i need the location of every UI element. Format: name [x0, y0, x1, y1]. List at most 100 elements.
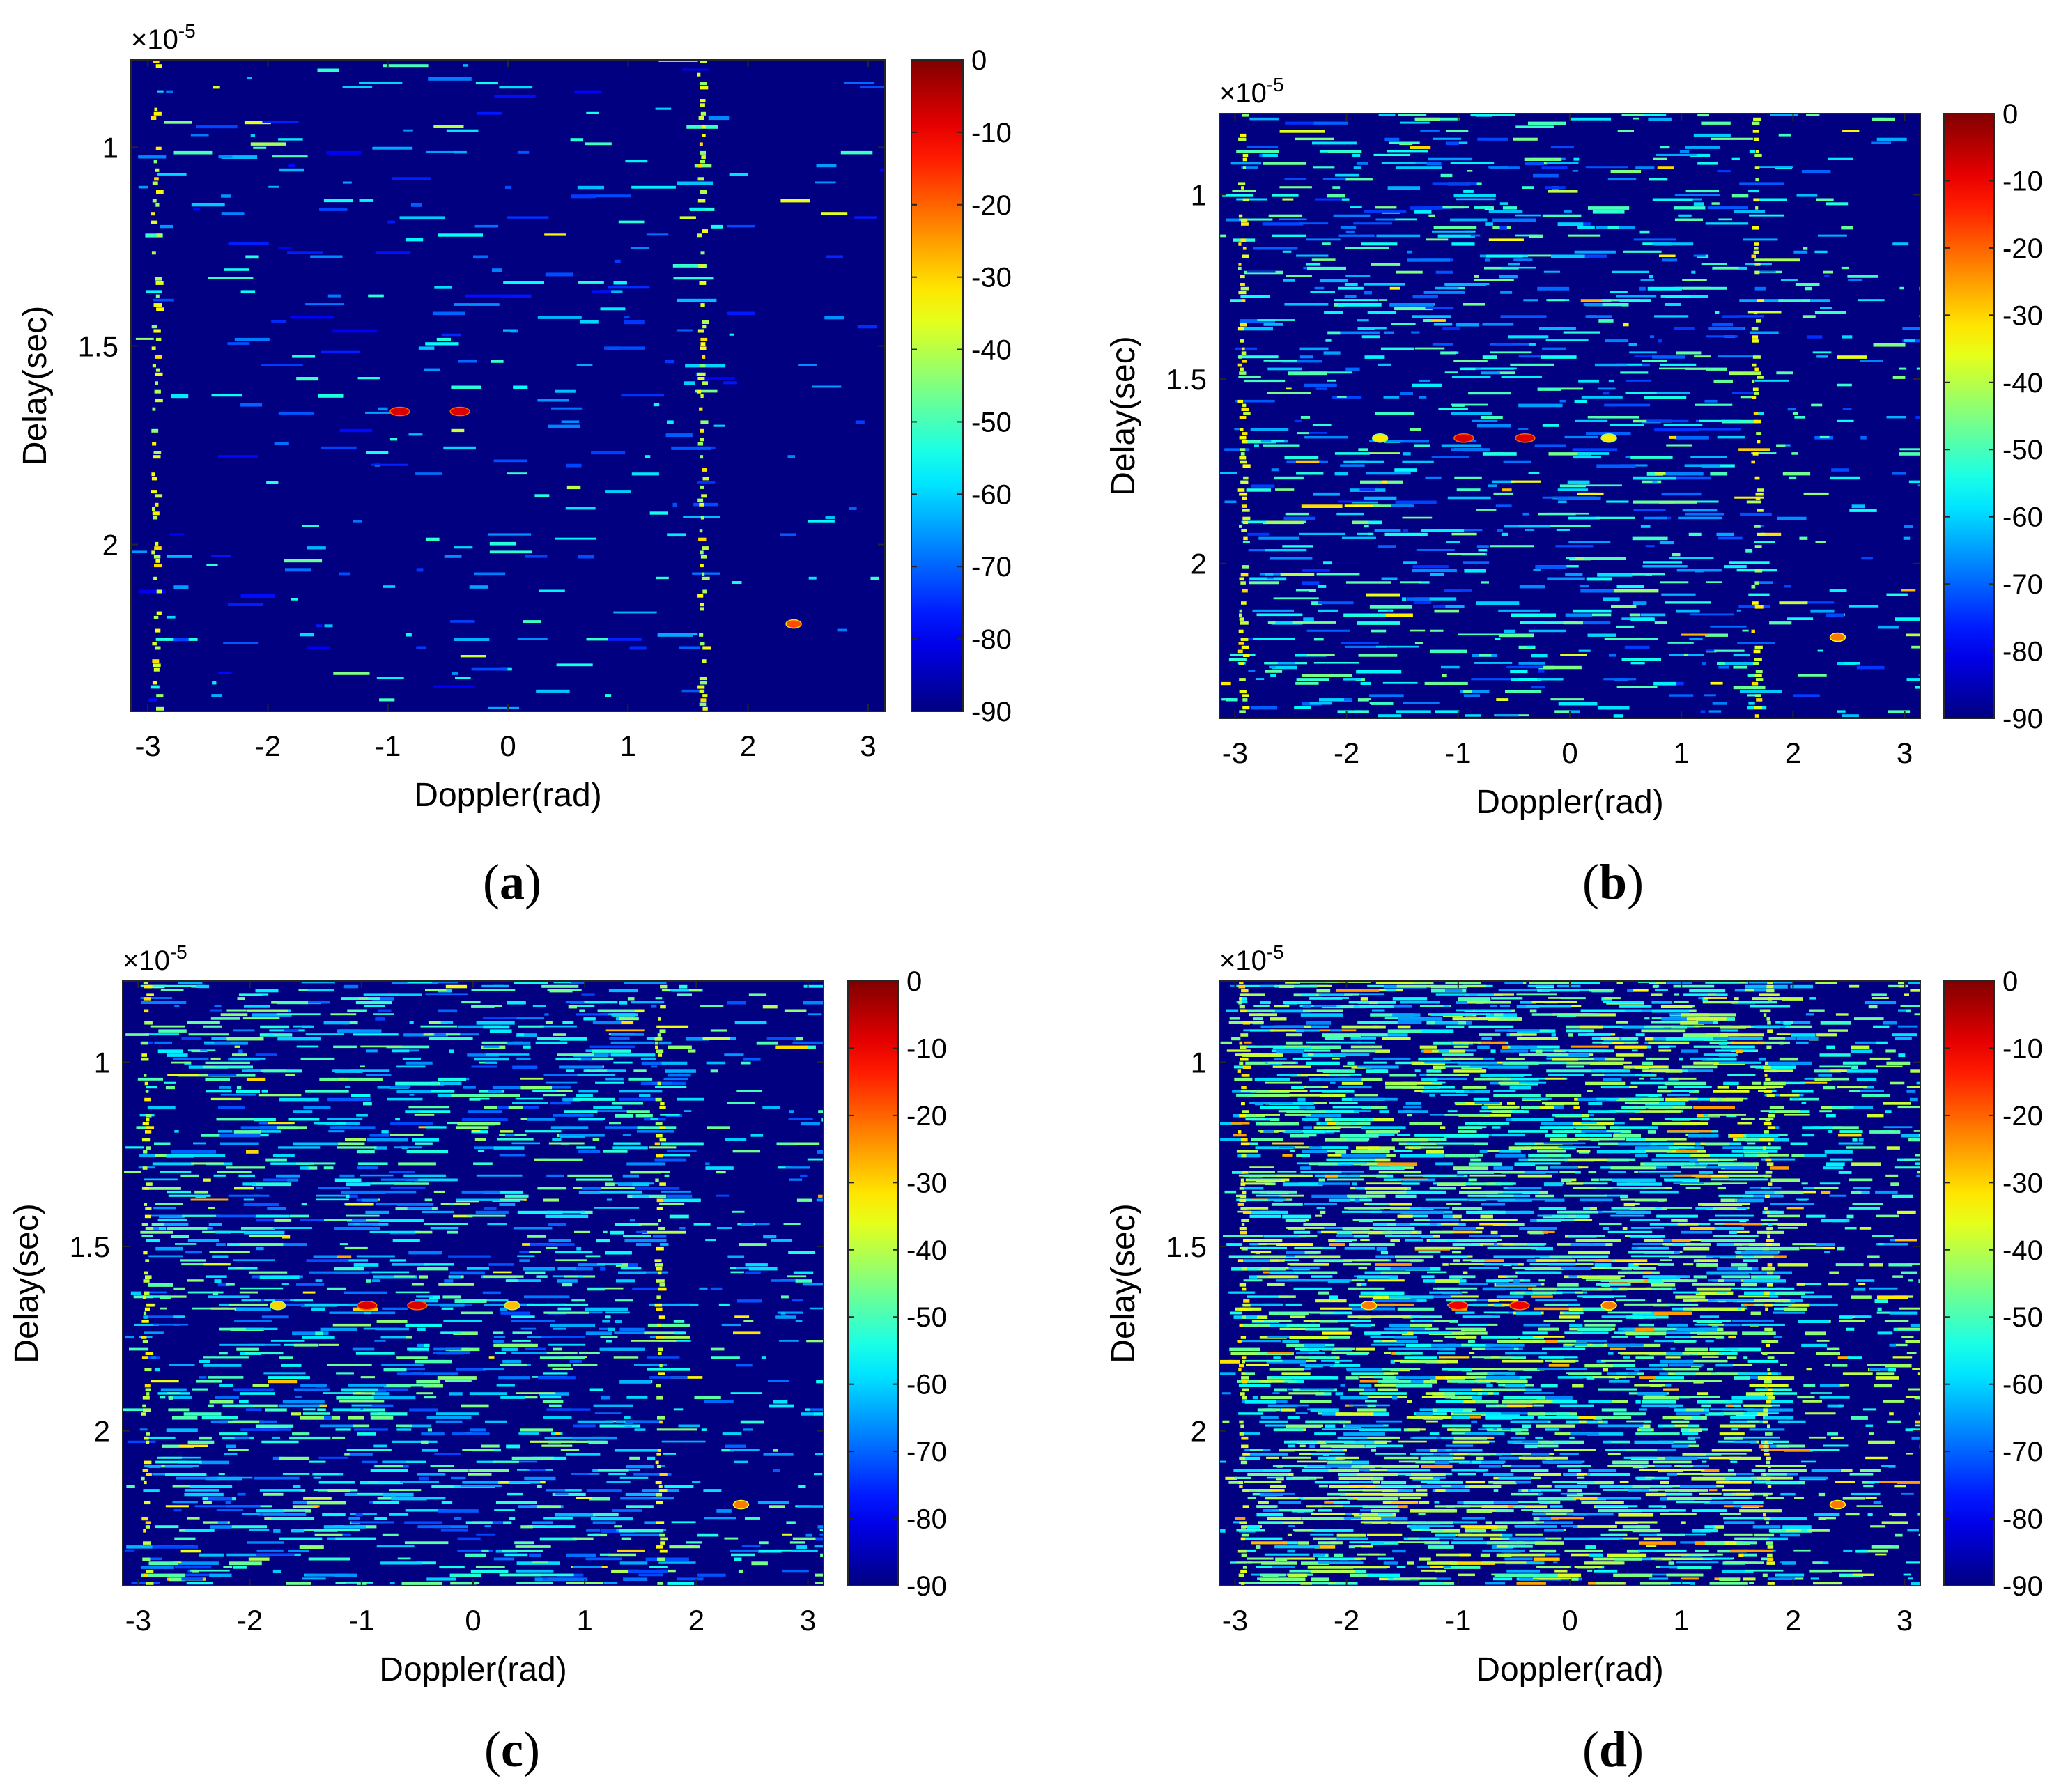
x-tick-label: -2	[237, 1604, 263, 1637]
colorbar-tick-label: -10	[971, 118, 1012, 148]
colorbar-tick-label: -20	[2003, 1101, 2043, 1131]
y-tick-label: 1.5	[78, 330, 118, 362]
y-exponent-label: ×10-5	[123, 941, 187, 976]
y-tick-label: 1.5	[1166, 1230, 1207, 1263]
panel-caption: (a)	[483, 854, 541, 910]
colorbar-tick-label: 0	[2003, 966, 2018, 997]
colorbar-tick-label: 0	[906, 966, 922, 997]
heatmap-background	[131, 60, 885, 711]
heatmap-cells	[1219, 981, 1920, 1586]
colorbar-tick-label: -90	[2003, 704, 2043, 734]
colorbar-tick-label: -30	[2003, 300, 2043, 331]
colorbar-tick-label: -50	[2003, 1302, 2043, 1333]
colorbar-tick-label: -30	[971, 263, 1012, 293]
x-tick-label: 3	[1897, 736, 1913, 769]
peak-c-5	[732, 1499, 750, 1510]
colorbar-tick-label: -70	[2003, 569, 2043, 600]
y-axis-label: Delay(sec)	[1105, 336, 1142, 495]
x-tick-label: -2	[1334, 1604, 1359, 1637]
peak-d-1	[1360, 1301, 1378, 1311]
colorbar-tick-label: -80	[2003, 637, 2043, 667]
colorbar-tick-label: -50	[971, 407, 1012, 438]
colorbar	[847, 980, 899, 1586]
y-tick-label: 2	[94, 1415, 110, 1448]
colorbar-tick-label: -50	[2003, 435, 2043, 465]
peak-b-1	[1453, 433, 1474, 443]
x-tick-label: -3	[1222, 1604, 1248, 1637]
x-tick-label: 0	[1561, 736, 1577, 769]
x-tick-label: 2	[1785, 1604, 1801, 1637]
colorbar-tick-label: -90	[2003, 1571, 2043, 1602]
x-tick-label: -3	[1222, 736, 1248, 769]
colorbar-tick-label: 0	[2003, 99, 2018, 130]
panel-b: -3 -2 -1 0 1 2 311.52×10-5Doppler(rad)Delay(se…	[1105, 74, 2043, 910]
colorbar-tick-label: -40	[971, 335, 1012, 366]
peak-c-3	[407, 1301, 428, 1311]
y-axis-label: Delay(sec)	[1105, 1203, 1142, 1363]
y-exponent-label: ×10-5	[131, 20, 196, 55]
x-tick-label: 3	[800, 1604, 816, 1637]
x-tick-label: 0	[500, 729, 516, 762]
x-tick-label: 2	[1785, 736, 1801, 769]
colorbar-tick-label: -60	[2003, 502, 2043, 533]
y-tick-label: 1.5	[1166, 363, 1207, 396]
colorbar-tick-label: -10	[2003, 166, 2043, 196]
y-tick-label: 1	[94, 1046, 110, 1079]
colorbar	[1943, 113, 1995, 719]
x-tick-label: 1	[577, 1604, 593, 1637]
x-tick-label: -1	[1445, 1604, 1471, 1637]
peak-b-2	[1515, 433, 1536, 443]
heatmap-cells	[123, 981, 824, 1585]
x-axis-label: Doppler(rad)	[379, 1651, 566, 1688]
peak-a-3	[785, 619, 802, 629]
x-tick-label: -1	[348, 1604, 374, 1637]
y-tick-label: 1	[1191, 1046, 1207, 1079]
x-tick-label: 1	[1674, 1604, 1690, 1637]
colorbar-tick-label: -70	[906, 1437, 947, 1467]
peak-d-5	[1829, 1499, 1846, 1510]
x-tick-label: -3	[134, 729, 160, 762]
colorbar-tick-label: -80	[2003, 1504, 2043, 1535]
panel-caption: (d)	[1582, 1722, 1644, 1777]
x-tick-label: -2	[1334, 736, 1359, 769]
colorbar-tick-label: -40	[2003, 368, 2043, 399]
panel-c: -3 -2 -1 0 1 2 311.52×10-5Doppler(rad)Delay(se…	[8, 941, 947, 1777]
colorbar-tick-label: -80	[906, 1504, 947, 1535]
y-exponent-label: ×10-5	[1219, 74, 1284, 109]
colorbar-tick-label: -90	[906, 1571, 947, 1602]
x-tick-label: 0	[465, 1604, 481, 1637]
y-axis-label: Delay(sec)	[17, 306, 54, 465]
heatmap-background	[1219, 114, 1920, 718]
panel-caption: (b)	[1582, 854, 1644, 910]
x-tick-label: 2	[740, 729, 756, 762]
y-tick-label: 1	[102, 131, 118, 164]
colorbar-tick-label: -30	[2003, 1168, 2043, 1198]
y-axis-label: Delay(sec)	[8, 1203, 45, 1363]
panel-a: -3 -2 -1 0 1 2 311.52×10-5Doppler(rad)Delay(se…	[17, 20, 1012, 910]
peak-b-4	[1600, 433, 1617, 443]
x-axis-label: Doppler(rad)	[1476, 1651, 1663, 1688]
colorbar	[911, 59, 964, 712]
panel-d: -3 -2 -1 0 1 2 311.52×10-5Doppler(rad)Delay(se…	[1105, 941, 2043, 1777]
peak-a-1	[389, 406, 410, 417]
colorbar-tick-label: -40	[906, 1235, 947, 1266]
colorbar-tick-label: 0	[971, 45, 987, 76]
colorbar-tick-label: -30	[906, 1168, 947, 1198]
colorbar-tick-label: -10	[2003, 1033, 2043, 1064]
colorbar-tick-label: -10	[906, 1033, 947, 1064]
colorbar-tick-label: -80	[971, 624, 1012, 655]
colorbar-tick-label: -50	[906, 1302, 947, 1333]
peak-a-2	[449, 406, 470, 417]
y-tick-label: 2	[1191, 1415, 1207, 1448]
x-tick-label: 2	[688, 1604, 704, 1637]
x-axis-label: Doppler(rad)	[1476, 784, 1663, 821]
colorbar-tick-label: -40	[2003, 1235, 2043, 1266]
colorbar-tick-label: -20	[2003, 233, 2043, 264]
colorbar-tick-label: -20	[971, 190, 1012, 221]
x-axis-label: Doppler(rad)	[414, 777, 601, 814]
peak-c-2	[357, 1301, 378, 1311]
x-tick-label: -3	[125, 1604, 151, 1637]
heatmap-cells	[1219, 114, 1920, 718]
y-tick-label: 2	[1191, 548, 1207, 580]
x-tick-label: 1	[1674, 736, 1690, 769]
